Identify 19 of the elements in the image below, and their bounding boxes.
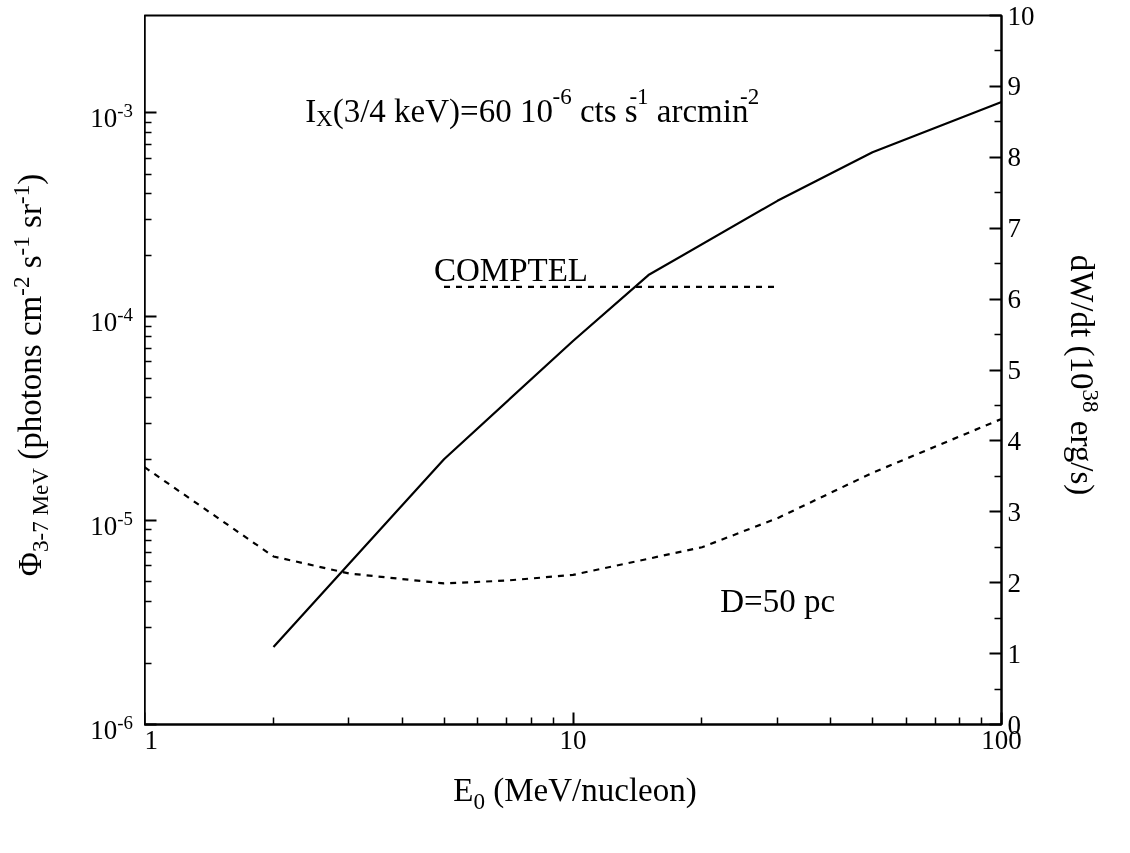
x-tick-label: 10 (559, 724, 587, 755)
y2-tick-label: 7 (1007, 213, 1021, 244)
y2-tick-label: 6 (1007, 284, 1021, 315)
y-tick-label: 10$^{-3}$ (90, 99, 133, 135)
series-label: D=50 pc (720, 583, 836, 620)
y2-tick-label: 4 (1007, 425, 1022, 456)
y2-tick-label: 2 (1007, 567, 1021, 598)
series-label: COMPTEL (434, 251, 589, 288)
y-tick-label: 10$^{-5}$ (90, 506, 133, 543)
y2-tick-label: 5 (1007, 355, 1021, 385)
x-axis-title: E$_{0}$ (MeV/nucleon) (453, 771, 697, 816)
y-tick-label: 10$^{-6}$ (90, 710, 133, 747)
y2-tick-label: 10 (1007, 0, 1035, 31)
y-tick-label: 10$^{-4}$ (90, 302, 133, 339)
y2-tick-label: 8 (1007, 142, 1021, 173)
y2-tick-label: 9 (1007, 71, 1021, 102)
x-tick-label: 1 (144, 724, 158, 755)
y2-tick-label: 3 (1007, 496, 1021, 527)
y2-tick-label: 1 (1007, 638, 1021, 669)
